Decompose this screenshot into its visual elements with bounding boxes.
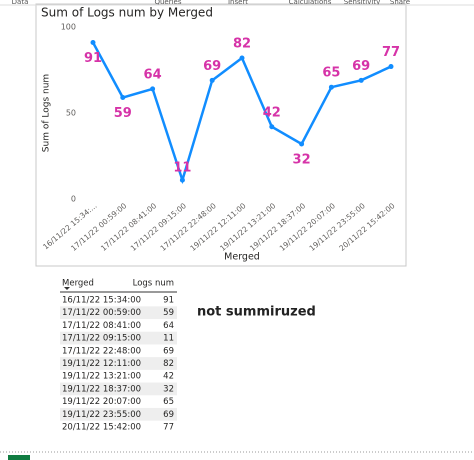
marker (209, 77, 215, 83)
data-label: 91 (84, 51, 102, 66)
table-cell: 17/11/22 09:15:00 (62, 334, 141, 344)
table-cell: 69 (163, 410, 174, 420)
visual-frame (35, 3, 407, 267)
table-cell: 42 (163, 372, 174, 382)
table-cell: 19/11/22 18:37:00 (62, 384, 141, 394)
data-label: 82 (233, 36, 251, 51)
marker (269, 124, 275, 130)
data-label: 77 (382, 45, 400, 60)
chart-title: Sum of Logs num by Merged (41, 6, 213, 20)
note: not summiruzed (197, 305, 316, 320)
data-label: 42 (263, 105, 281, 120)
row-band (60, 306, 177, 320)
marker (179, 177, 185, 183)
data-label: 11 (173, 161, 191, 176)
table-cell: 19/11/22 13:21:00 (62, 372, 141, 382)
table-cell: 59 (163, 308, 174, 318)
table-header: Logs num (133, 279, 174, 289)
table-cell: 19/11/22 12:11:00 (62, 359, 141, 369)
table-cell: 77 (163, 423, 174, 433)
tab-indicator (8, 455, 30, 460)
y-tick-label: 50 (66, 109, 76, 118)
y-tick-label: 100 (61, 23, 76, 32)
table-cell: 19/11/22 20:07:00 (62, 397, 141, 407)
marker (90, 39, 96, 45)
table-cell: 19/11/22 23:55:00 (62, 410, 141, 420)
row-band (60, 331, 177, 345)
row-band (60, 357, 177, 370)
y-axis-title: Sum of Logs num (42, 74, 52, 152)
table-cell: 17/11/22 22:48:00 (62, 346, 141, 356)
marker (120, 95, 126, 101)
sort-arrow (64, 287, 70, 290)
ribbon-label: Queries (154, 0, 181, 6)
row-band (60, 382, 177, 396)
data-label: 59 (114, 106, 132, 121)
ribbon-label: Share (390, 0, 410, 6)
table-cell: 17/11/22 08:41:00 (62, 321, 141, 331)
marker (328, 84, 334, 90)
ribbon-label: Sensitivity (344, 0, 380, 6)
row-band (60, 407, 177, 421)
ribbon-label: Insert (228, 0, 248, 6)
table-cell: 16/11/22 15:34:00 (62, 296, 141, 306)
data-label: 65 (322, 66, 340, 81)
table-cell: 64 (163, 321, 174, 331)
table-cell: 91 (163, 296, 174, 306)
data-label: 69 (203, 59, 221, 74)
marker (299, 141, 305, 147)
table-cell: 17/11/22 00:59:00 (62, 308, 141, 318)
table-cell: 82 (163, 359, 174, 369)
ribbon-label: Data (12, 0, 29, 6)
table-cell: 69 (163, 346, 174, 356)
table-cell: 32 (163, 384, 174, 394)
table-cell: 65 (163, 397, 174, 407)
ribbon-label: Calculations (289, 0, 332, 6)
table-header: Merged (62, 279, 94, 289)
marker (150, 86, 156, 92)
marker (358, 77, 364, 83)
table-cell: 11 (163, 334, 174, 344)
x-axis-title: Merged (224, 252, 260, 263)
marker (239, 55, 245, 61)
table-cell: 20/11/22 15:42:00 (62, 423, 141, 433)
data-label: 69 (352, 59, 370, 74)
marker (388, 64, 394, 70)
data-label: 64 (144, 67, 162, 82)
y-tick-label: 0 (71, 195, 76, 204)
data-label: 32 (293, 152, 311, 167)
